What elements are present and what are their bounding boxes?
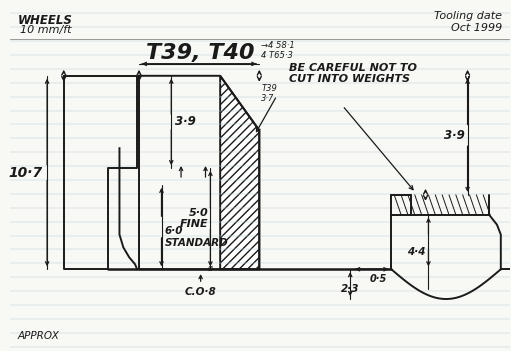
Text: 10 mm/ft: 10 mm/ft xyxy=(20,25,71,35)
Text: 10·7: 10·7 xyxy=(8,166,42,179)
Text: Oct 1999: Oct 1999 xyxy=(451,23,502,33)
Text: 6·0
STANDARD: 6·0 STANDARD xyxy=(165,226,228,248)
Text: ø: ø xyxy=(208,263,213,272)
Text: →4 58·1
4 T65·3: →4 58·1 4 T65·3 xyxy=(261,40,295,60)
Text: 4·4: 4·4 xyxy=(407,247,426,257)
Text: 0·5: 0·5 xyxy=(370,274,387,284)
Text: APPROX: APPROX xyxy=(18,331,60,341)
Text: T39, T40: T39, T40 xyxy=(146,43,255,63)
Text: 3·9: 3·9 xyxy=(175,115,196,128)
Polygon shape xyxy=(220,76,259,269)
Text: 3·9: 3·9 xyxy=(444,129,464,142)
Text: Tooling date: Tooling date xyxy=(434,11,502,21)
Text: 5·0
FINE: 5·0 FINE xyxy=(180,208,208,230)
Text: WHEELS: WHEELS xyxy=(18,14,73,27)
Text: 2·3: 2·3 xyxy=(341,284,359,294)
Text: C.O·8: C.O·8 xyxy=(185,287,217,297)
Text: BE CAREFUL NOT TO
CUT INTO WEIGHTS: BE CAREFUL NOT TO CUT INTO WEIGHTS xyxy=(289,63,416,85)
Text: T39
3·7: T39 3·7 xyxy=(261,84,277,103)
